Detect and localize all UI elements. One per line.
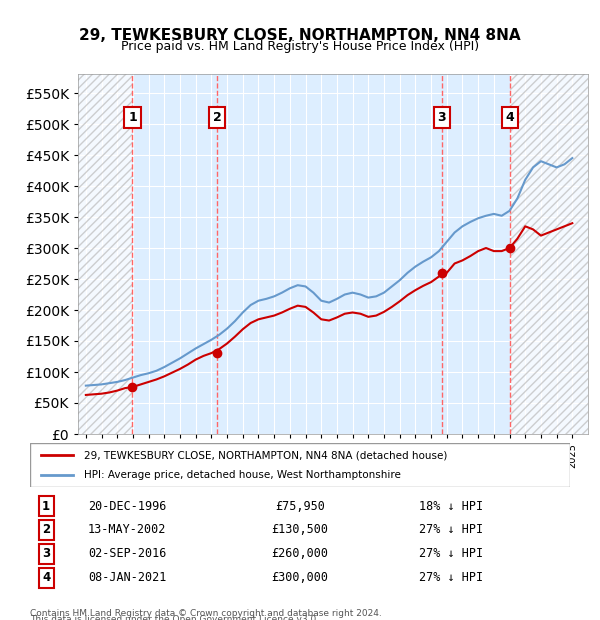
Text: 08-JAN-2021: 08-JAN-2021 [88,571,166,584]
Text: Contains HM Land Registry data © Crown copyright and database right 2024.: Contains HM Land Registry data © Crown c… [30,609,382,618]
Text: HPI: Average price, detached house, West Northamptonshire: HPI: Average price, detached house, West… [84,469,401,479]
Text: 4: 4 [42,571,50,584]
Text: £75,950: £75,950 [275,500,325,513]
Text: 02-SEP-2016: 02-SEP-2016 [88,547,166,560]
Text: £130,500: £130,500 [271,523,329,536]
Text: This data is licensed under the Open Government Licence v3.0.: This data is licensed under the Open Gov… [30,615,319,620]
Text: 18% ↓ HPI: 18% ↓ HPI [419,500,483,513]
Text: 1: 1 [42,500,50,513]
Text: 3: 3 [42,547,50,560]
Text: 4: 4 [506,111,514,124]
Text: 1: 1 [128,111,137,124]
Text: 13-MAY-2002: 13-MAY-2002 [88,523,166,536]
Text: £260,000: £260,000 [271,547,329,560]
Text: 3: 3 [437,111,446,124]
Text: 27% ↓ HPI: 27% ↓ HPI [419,547,483,560]
Text: £300,000: £300,000 [271,571,329,584]
Text: 29, TEWKESBURY CLOSE, NORTHAMPTON, NN4 8NA (detached house): 29, TEWKESBURY CLOSE, NORTHAMPTON, NN4 8… [84,451,448,461]
Text: 2: 2 [213,111,221,124]
Bar [510,74,588,434]
Text: 2: 2 [42,523,50,536]
Text: 20-DEC-1996: 20-DEC-1996 [88,500,166,513]
Text: Price paid vs. HM Land Registry's House Price Index (HPI): Price paid vs. HM Land Registry's House … [121,40,479,53]
Text: 27% ↓ HPI: 27% ↓ HPI [419,523,483,536]
Text: 27% ↓ HPI: 27% ↓ HPI [419,571,483,584]
Text: 29, TEWKESBURY CLOSE, NORTHAMPTON, NN4 8NA: 29, TEWKESBURY CLOSE, NORTHAMPTON, NN4 8… [79,28,521,43]
Bar [78,74,133,434]
FancyBboxPatch shape [30,443,570,487]
